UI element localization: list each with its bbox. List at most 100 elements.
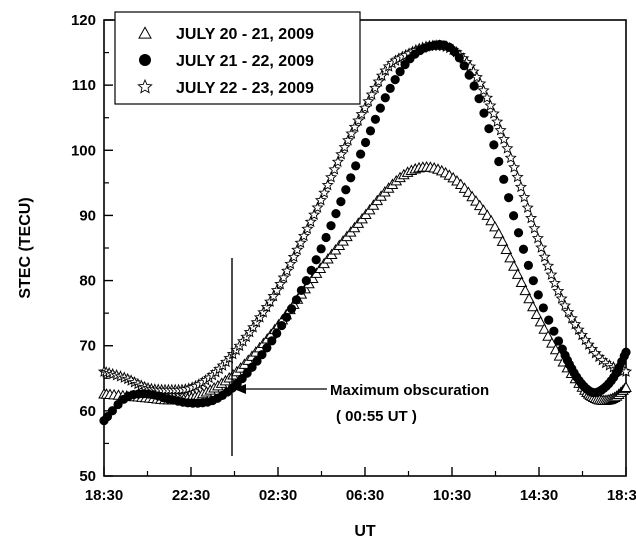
series-july-20-21: [98, 161, 632, 405]
circle-marker: [489, 140, 499, 150]
circle-marker: [469, 81, 479, 91]
x-tick-label: 14:30: [520, 487, 558, 504]
axis-ticks: [103, 19, 627, 477]
annotation-arrowhead: [234, 384, 246, 394]
triangle-marker: [530, 308, 543, 319]
circle-marker: [528, 276, 538, 286]
circle-marker: [621, 347, 631, 357]
star-marker: [355, 107, 368, 120]
star-marker: [531, 231, 544, 244]
star-marker: [277, 271, 290, 283]
triangle-marker: [485, 214, 497, 226]
triangle-marker: [527, 300, 539, 312]
x-tick-label: 18:30: [85, 487, 123, 504]
circle-marker: [257, 350, 267, 360]
circle-marker: [484, 124, 494, 134]
y-tick-label: 90: [79, 207, 96, 224]
circle-marker: [286, 304, 297, 314]
circle-marker: [360, 137, 371, 148]
star-marker: [294, 236, 307, 249]
triangle-marker: [500, 243, 513, 254]
circle-marker: [370, 114, 381, 124]
star-marker: [558, 299, 572, 311]
star-marker: [345, 127, 358, 139]
x-tick-label: 22:30: [172, 487, 210, 504]
legend-triangle-marker: [138, 26, 152, 39]
star-marker: [369, 81, 382, 94]
star-marker: [525, 211, 538, 224]
triangle-marker: [508, 260, 520, 271]
triangle-marker: [515, 276, 528, 287]
triangle-marker: [504, 251, 516, 263]
circle-marker: [375, 103, 385, 113]
star-marker: [291, 243, 304, 256]
triangle-marker: [519, 284, 532, 296]
star-marker: [365, 88, 378, 100]
circle-marker: [479, 108, 489, 118]
star-marker: [287, 250, 300, 263]
y-axis-title: STEC (TECU): [17, 197, 34, 298]
circle-marker: [549, 326, 559, 336]
circle-marker: [523, 260, 533, 270]
star-marker: [484, 99, 497, 111]
legend-markers: [137, 26, 153, 94]
star-marker: [335, 148, 348, 160]
legend-box: [114, 11, 361, 105]
star-marker: [535, 241, 548, 253]
star-marker: [264, 295, 277, 307]
star-marker: [528, 222, 541, 234]
y-tick-labels: 50 60 70 80 90 100 110 120: [71, 12, 96, 485]
circle-marker: [459, 61, 469, 71]
star-marker: [494, 124, 507, 136]
circle-marker: [385, 83, 395, 93]
star-marker: [518, 190, 531, 203]
circle-marker: [296, 285, 306, 296]
x-tick-labels: 18:30 22:30 02:30 06:30 10:30 14:30 18:30: [85, 487, 636, 504]
triangle-marker: [534, 315, 547, 327]
circle-marker: [272, 328, 282, 338]
star-marker: [308, 208, 321, 221]
circle-marker: [252, 356, 262, 366]
star-marker: [491, 115, 504, 127]
star-marker: [358, 101, 372, 114]
star-marker: [508, 161, 521, 173]
circle-marker: [474, 94, 484, 104]
circle-marker: [544, 315, 554, 325]
circle-marker: [533, 290, 543, 300]
legend-star-marker: [137, 78, 153, 94]
star-marker: [480, 91, 494, 104]
star-marker: [331, 155, 344, 168]
circle-marker: [326, 221, 336, 231]
circle-marker: [454, 53, 464, 63]
star-marker: [314, 193, 327, 206]
star-marker: [372, 75, 385, 87]
y-tick-label: 120: [71, 12, 96, 29]
circle-marker: [508, 211, 519, 221]
legend: JULY 20 - 21, 2009 JULY 21 - 22, 2009 JU…: [114, 11, 361, 105]
triangle-marker: [492, 227, 505, 239]
star-marker: [318, 186, 331, 199]
star-marker: [311, 201, 324, 213]
triangle-marker: [542, 330, 554, 341]
y-tick-label: 70: [79, 338, 96, 355]
circle-marker: [281, 312, 292, 322]
circle-marker: [301, 275, 311, 286]
star-marker: [487, 107, 500, 119]
x-tick-label: 18:30: [607, 487, 636, 504]
circle-marker: [336, 197, 346, 207]
star-marker: [280, 264, 294, 277]
circle-marker: [499, 174, 509, 184]
circle-marker: [291, 295, 302, 305]
star-marker: [501, 142, 514, 154]
legend-circle-marker: [139, 54, 151, 66]
circle-marker: [346, 173, 356, 183]
circle-marker: [518, 244, 529, 254]
legend-label-july-20-21: JULY 20 - 21, 2009: [176, 26, 314, 43]
triangle-marker: [489, 220, 501, 232]
star-marker: [362, 95, 375, 107]
y-tick-label: 60: [79, 403, 96, 420]
star-marker: [552, 284, 565, 297]
star-marker: [284, 257, 297, 270]
star-marker: [504, 151, 517, 164]
